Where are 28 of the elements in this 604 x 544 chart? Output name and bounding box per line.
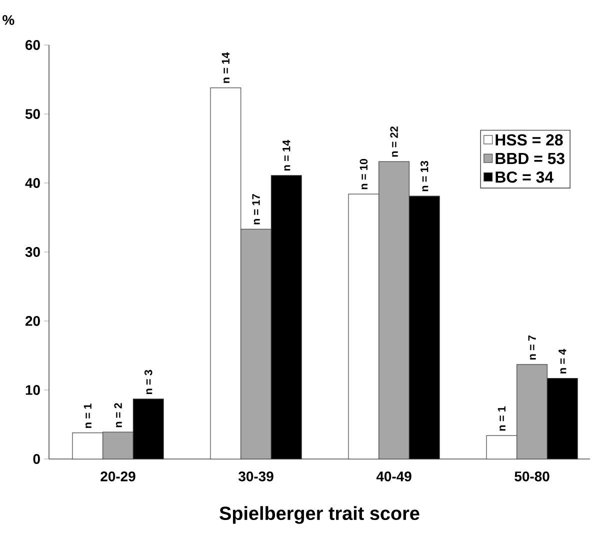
y-tick-label: 0 <box>33 454 40 464</box>
annotation: n = 4 <box>558 348 566 374</box>
annotation: n = 3 <box>144 370 152 394</box>
annotation: n = 14 <box>222 52 230 83</box>
annotation: n = 1 <box>84 404 92 428</box>
annotation: n = 7 <box>528 336 536 360</box>
legend-label: BC = 34 <box>496 171 554 183</box>
legend-label: BBD = 53 <box>496 152 564 164</box>
x-tick-label: 30-39 <box>238 471 274 482</box>
annotation: n = 1 <box>498 406 506 431</box>
y-tick-label: 10 <box>26 385 40 395</box>
legend-label: HSS = 28 <box>496 134 563 146</box>
x-tick-label: 40-49 <box>376 471 412 482</box>
y-axis-title: % <box>2 15 14 25</box>
annotation: n = 13 <box>420 160 428 192</box>
x-axis-title: Spielberger trait score <box>220 506 420 524</box>
annotation: n = 10 <box>360 158 368 190</box>
annotation: n = 17 <box>252 194 260 224</box>
y-tick-label: 40 <box>25 178 40 188</box>
y-tick-label: 50 <box>25 109 40 119</box>
x-tick-label: 20-29 <box>100 471 136 482</box>
annotation: n = 2 <box>114 403 122 428</box>
annotation: n = 14 <box>282 140 290 171</box>
y-tick-label: 30 <box>25 247 40 257</box>
y-tick-label: 60 <box>26 40 40 50</box>
x-tick-label: 50-80 <box>514 471 550 482</box>
annotation: n = 22 <box>390 126 398 157</box>
y-tick-label: 20 <box>25 316 40 326</box>
